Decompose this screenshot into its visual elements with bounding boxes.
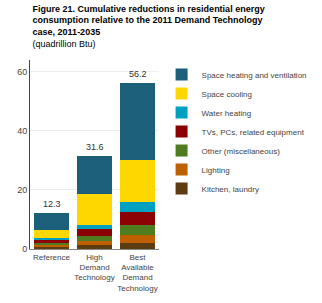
svg-text:20: 20 (17, 185, 27, 195)
svg-text:Water heating: Water heating (202, 109, 252, 118)
svg-text:Kitchen, laundry: Kitchen, laundry (202, 185, 259, 194)
svg-text:Space cooling: Space cooling (202, 90, 252, 99)
svg-text:40: 40 (17, 126, 27, 136)
svg-text:Figure 21. Cumulative reductio: Figure 21. Cumulative reductions in resi… (33, 4, 265, 49)
svg-text:Other (miscellaneous): Other (miscellaneous) (202, 147, 281, 156)
svg-text:12.3: 12.3 (43, 199, 61, 209)
svg-text:Reference: Reference (33, 253, 70, 262)
svg-text:Space heating and ventilation: Space heating and ventilation (202, 71, 307, 80)
svg-text:Lighting: Lighting (202, 166, 230, 175)
svg-text:60: 60 (17, 67, 27, 77)
svg-text:56.2: 56.2 (129, 69, 147, 79)
svg-text:TVs, PCs, related equipment: TVs, PCs, related equipment (202, 128, 305, 137)
svg-text:HighDemandTechnology: HighDemandTechnology (74, 253, 114, 283)
svg-text:0: 0 (22, 244, 27, 254)
svg-text:BestAvailableDemandTechnology: BestAvailableDemandTechnology (117, 253, 157, 293)
svg-text:31.6: 31.6 (86, 142, 104, 152)
